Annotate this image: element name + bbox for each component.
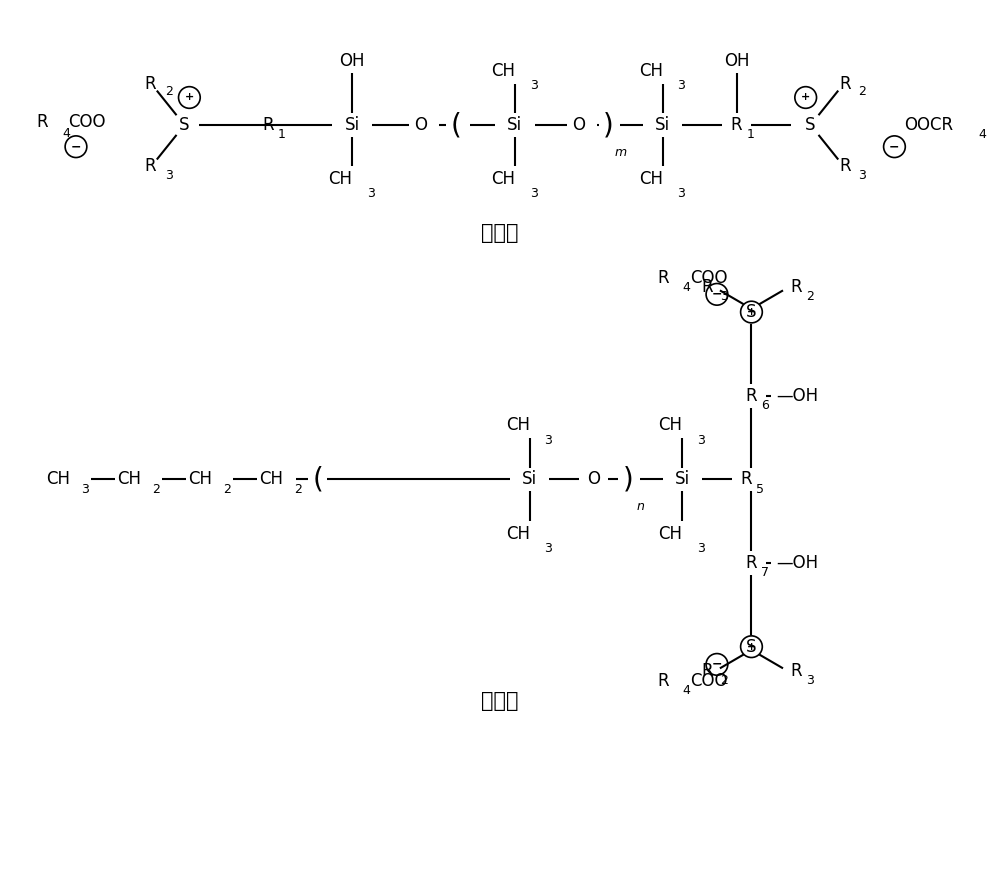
Text: 3: 3 [81,483,89,495]
Text: 1: 1 [747,128,754,142]
Text: 5: 5 [756,483,764,495]
Text: S: S [805,116,816,134]
Text: Si: Si [507,116,522,134]
Text: 3: 3 [697,542,705,554]
Text: R: R [731,116,742,134]
Text: CH: CH [659,416,683,434]
Text: R: R [839,75,851,92]
Text: R: R [741,471,752,488]
Text: 4: 4 [62,128,70,141]
Text: CH: CH [259,471,283,488]
Text: 2: 2 [858,85,866,98]
Text: S: S [179,116,190,134]
Text: 3: 3 [165,169,173,182]
Text: (: ( [312,466,323,494]
Text: R: R [658,672,669,690]
Text: S: S [746,638,757,656]
Text: 3: 3 [678,187,685,201]
Text: R: R [790,663,802,680]
Text: O: O [415,116,428,134]
Text: CH: CH [639,170,663,188]
Text: 2: 2 [720,674,728,686]
Text: 单端型: 单端型 [481,691,519,711]
Text: 3: 3 [544,434,552,446]
Text: R: R [839,158,851,175]
Text: 2: 2 [294,483,302,495]
Text: 6: 6 [761,399,769,412]
Text: +: + [747,307,756,317]
Text: R: R [701,663,713,680]
Text: 2: 2 [223,483,231,495]
Text: 4: 4 [682,685,690,698]
Text: CH: CH [117,471,141,488]
Text: R: R [262,116,274,134]
Text: Si: Si [675,471,690,488]
Text: OH: OH [339,52,365,70]
Text: +: + [747,642,756,652]
Text: 3: 3 [806,674,814,686]
Text: 3: 3 [858,169,866,182]
Text: Si: Si [345,116,360,134]
Text: 3: 3 [697,434,705,446]
Text: CH: CH [491,170,515,188]
Text: 4: 4 [978,128,986,142]
Text: O: O [572,116,585,134]
Text: R: R [746,554,757,572]
Text: ): ) [623,466,634,494]
Text: CH: CH [328,170,352,188]
Text: COO: COO [68,114,106,131]
Text: CH: CH [506,524,530,542]
Text: −: − [712,288,722,301]
Text: 3: 3 [678,79,685,92]
Text: 1: 1 [278,128,286,142]
Text: CH: CH [188,471,212,488]
Text: +: + [801,92,810,102]
Text: Si: Si [655,116,670,134]
Text: 2: 2 [165,85,173,98]
Text: 3: 3 [367,187,375,201]
Text: —OH: —OH [776,386,818,405]
Text: R: R [701,278,713,297]
Text: 4: 4 [682,281,690,294]
Text: Si: Si [522,471,537,488]
Text: OH: OH [724,52,749,70]
Text: 7: 7 [761,567,769,579]
Text: R: R [790,278,802,297]
Text: 2: 2 [152,483,160,495]
Text: 3: 3 [720,290,728,303]
Text: m: m [614,146,626,159]
Text: (: ( [450,111,461,139]
Text: R: R [658,268,669,287]
Text: OOCR: OOCR [904,116,953,134]
Text: R: R [37,114,48,131]
Text: n: n [636,501,644,513]
Text: CH: CH [639,62,663,80]
Text: —OH: —OH [776,554,818,572]
Text: ): ) [603,111,614,139]
Text: −: − [712,658,722,671]
Text: R: R [746,386,757,405]
Text: CH: CH [506,416,530,434]
Text: S: S [746,303,757,321]
Text: O: O [587,471,600,488]
Text: CH: CH [46,471,70,488]
Text: R: R [144,158,156,175]
Text: COO: COO [690,268,728,287]
Text: 3: 3 [544,542,552,554]
Text: 双端型: 双端型 [481,224,519,243]
Text: CH: CH [491,62,515,80]
Text: −: − [71,140,81,153]
Text: 2: 2 [806,290,814,303]
Text: 3: 3 [530,79,537,92]
Text: COO: COO [690,672,728,690]
Text: 3: 3 [530,187,537,201]
Text: CH: CH [659,524,683,542]
Text: +: + [185,92,194,102]
Text: R: R [144,75,156,92]
Text: −: − [889,140,900,153]
